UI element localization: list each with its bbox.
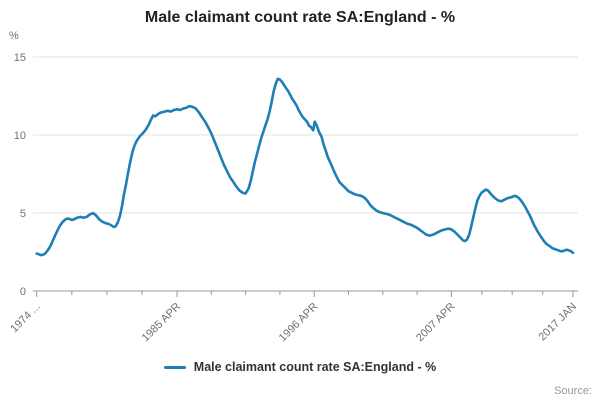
y-tick-label: 5 xyxy=(20,208,26,220)
legend-line-swatch xyxy=(163,365,186,369)
x-tick-label: 2007 APR xyxy=(414,301,458,345)
y-tick-label: 15 xyxy=(14,52,26,64)
source-label: Source: xyxy=(554,385,592,397)
y-tick-label: 0 xyxy=(20,286,26,298)
legend[interactable]: Male claimant count rate SA:England - % xyxy=(0,360,600,374)
chart-title: Male claimant count rate SA:England - % xyxy=(144,9,456,26)
plot-area: 0 5 10 15 1974 ... 1985 APR 1996 APR 2007 APR 20… xyxy=(8,52,579,345)
x-tick-label: 1974 ... xyxy=(8,301,42,335)
series-line xyxy=(35,77,575,257)
y-tick-label: 10 xyxy=(14,130,26,142)
legend-label: Male claimant count rate SA:England - % xyxy=(193,360,437,374)
x-tick-label: 2017 JAN xyxy=(536,301,579,344)
x-tick-label: 1996 APR xyxy=(277,301,321,345)
y-axis-unit-label: % xyxy=(9,30,19,42)
x-tick-label: 1985 APR xyxy=(140,301,184,345)
